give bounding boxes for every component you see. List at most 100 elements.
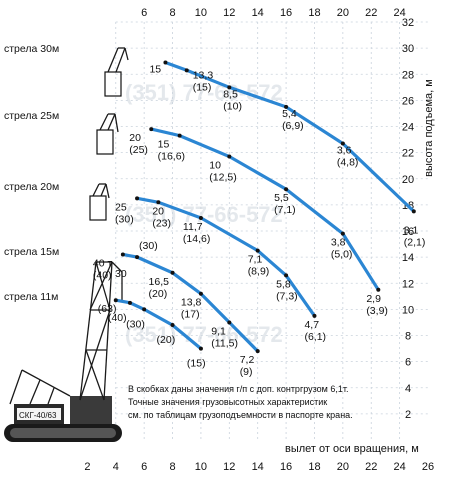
boom-label-15m: стрела 15м <box>4 246 59 258</box>
x-tick-label: 16 <box>280 461 292 473</box>
y-tick-label: 28 <box>402 69 414 81</box>
y-tick-label: 10 <box>402 304 414 316</box>
data-point <box>312 313 317 318</box>
data-label-secondary: (8,9) <box>248 266 270 278</box>
data-label: 13,3 <box>193 69 214 81</box>
data-label-secondary: (7,3) <box>276 290 298 302</box>
data-point <box>284 273 289 278</box>
series-line-3 <box>121 252 260 353</box>
data-label: 3,1 <box>404 224 419 236</box>
data-label-secondary: (11,5) <box>211 337 238 349</box>
crane-model-label: СКГ-40/63 <box>19 411 57 420</box>
series-line-2 <box>135 196 317 318</box>
data-label: 5,4 <box>282 108 297 120</box>
x-tick-label-top: 6 <box>141 7 147 19</box>
x-tick-label-top: 22 <box>365 7 377 19</box>
data-label-secondary: (15) <box>193 81 212 93</box>
note: В скобках даны значения г/п с доп. контр… <box>128 384 353 420</box>
crane-boom <box>9 261 123 405</box>
series-line-0 <box>163 60 416 213</box>
y-tick-label: 4 <box>405 383 411 395</box>
data-label-secondary: (6,9) <box>282 120 304 132</box>
data-label: 20 <box>129 132 141 144</box>
data-label-secondary: (30) <box>139 240 158 252</box>
data-label-secondary: (14,6) <box>183 233 210 245</box>
y-tick-label: 14 <box>402 252 414 264</box>
data-label-secondary: (7,1) <box>274 204 296 216</box>
x-tick-label: 22 <box>365 461 377 473</box>
data-point <box>284 187 289 192</box>
data-point <box>170 323 175 328</box>
data-point <box>376 287 381 292</box>
boom-label-20m: стрела 20м <box>4 181 59 193</box>
data-label: 13,8 <box>181 297 202 309</box>
data-label-secondary: (6,1) <box>304 331 326 343</box>
data-point <box>340 141 345 146</box>
boom-icon-25m <box>96 113 119 155</box>
data-label: 4,7 <box>304 319 319 331</box>
data-label: 8,5 <box>223 88 238 100</box>
x-tick-label-top: 8 <box>169 7 175 19</box>
data-label: (15) <box>187 358 206 370</box>
data-label: 10 <box>209 160 221 172</box>
crane-tracks: СКГ-40/63 <box>4 396 122 442</box>
x-axis-label: вылет от оси вращения, м <box>285 443 419 455</box>
data-label: 15 <box>158 139 170 151</box>
y-tick-label: 6 <box>405 357 411 369</box>
data-label: 9,1 <box>211 325 226 337</box>
data-label: 16,5 <box>149 276 170 288</box>
data-label: 3,6 <box>337 144 352 156</box>
x-tick-label: 14 <box>252 461 264 473</box>
data-point <box>340 231 345 236</box>
watermark-1: (351) 77-66-572 <box>125 80 283 105</box>
data-label: 3,8 <box>331 237 346 249</box>
data-label: 7,2 <box>240 354 255 366</box>
data-point <box>227 154 232 159</box>
boom-icon-20m <box>89 183 110 221</box>
y-tick-label: 8 <box>405 331 411 343</box>
boom-icon-30m <box>104 47 129 97</box>
data-label-secondary: (16,6) <box>158 151 185 163</box>
data-label: (30) <box>126 318 145 330</box>
x-tick-label: 20 <box>337 461 349 473</box>
data-label-secondary: (25) <box>129 144 148 156</box>
data-point <box>184 68 189 73</box>
data-label-secondary: (30) <box>115 213 134 225</box>
data-label-secondary: (3,9) <box>366 305 388 317</box>
y-tick-label: 12 <box>402 278 414 290</box>
data-point <box>255 349 260 354</box>
x-ticks-top: 6 8 10 12 14 16 18 20 22 24 <box>141 7 406 19</box>
y-axis-label: высота подъема, м <box>423 79 435 177</box>
series-curves <box>113 60 416 354</box>
crane-illustration: СКГ-40/63 <box>4 47 129 442</box>
data-point <box>142 307 147 312</box>
x-tick-label: 24 <box>393 461 405 473</box>
data-point <box>227 85 232 90</box>
data-label: (63) <box>98 303 117 315</box>
data-point <box>135 196 140 201</box>
boom-labels: стрела 30м стрела 25м стрела 20м стрела … <box>4 43 59 303</box>
data-label: 30 <box>115 268 127 280</box>
data-point <box>227 320 232 325</box>
x-tick-label-top: 20 <box>337 7 349 19</box>
x-tick-label-top: 16 <box>280 7 292 19</box>
x-tick-label-top: 14 <box>252 7 264 19</box>
boom-label-25m: стрела 25м <box>4 110 59 122</box>
data-label: 5,8 <box>276 278 291 290</box>
data-label: 2,9 <box>366 293 381 305</box>
note-line-1: В скобках даны значения г/п с доп. контр… <box>128 384 348 394</box>
data-point <box>170 270 175 275</box>
data-label: 15 <box>149 63 161 75</box>
y-tick-label: 22 <box>402 148 414 160</box>
x-tick-label: 18 <box>308 461 320 473</box>
data-point <box>198 291 203 296</box>
y-tick-label: 26 <box>402 95 414 107</box>
x-tick-label-top: 24 <box>393 7 405 19</box>
series-line-1 <box>149 127 380 292</box>
data-point <box>127 300 132 305</box>
data-label-secondary: (9) <box>240 366 253 378</box>
data-label: 40 т <box>93 258 113 270</box>
x-ticks-bottom: 2 4 6 8 10 12 14 16 18 20 22 24 26 <box>84 461 434 473</box>
watermarks: (351) 77-66-572 (351) 77-66-572 (351) 77… <box>125 80 283 347</box>
